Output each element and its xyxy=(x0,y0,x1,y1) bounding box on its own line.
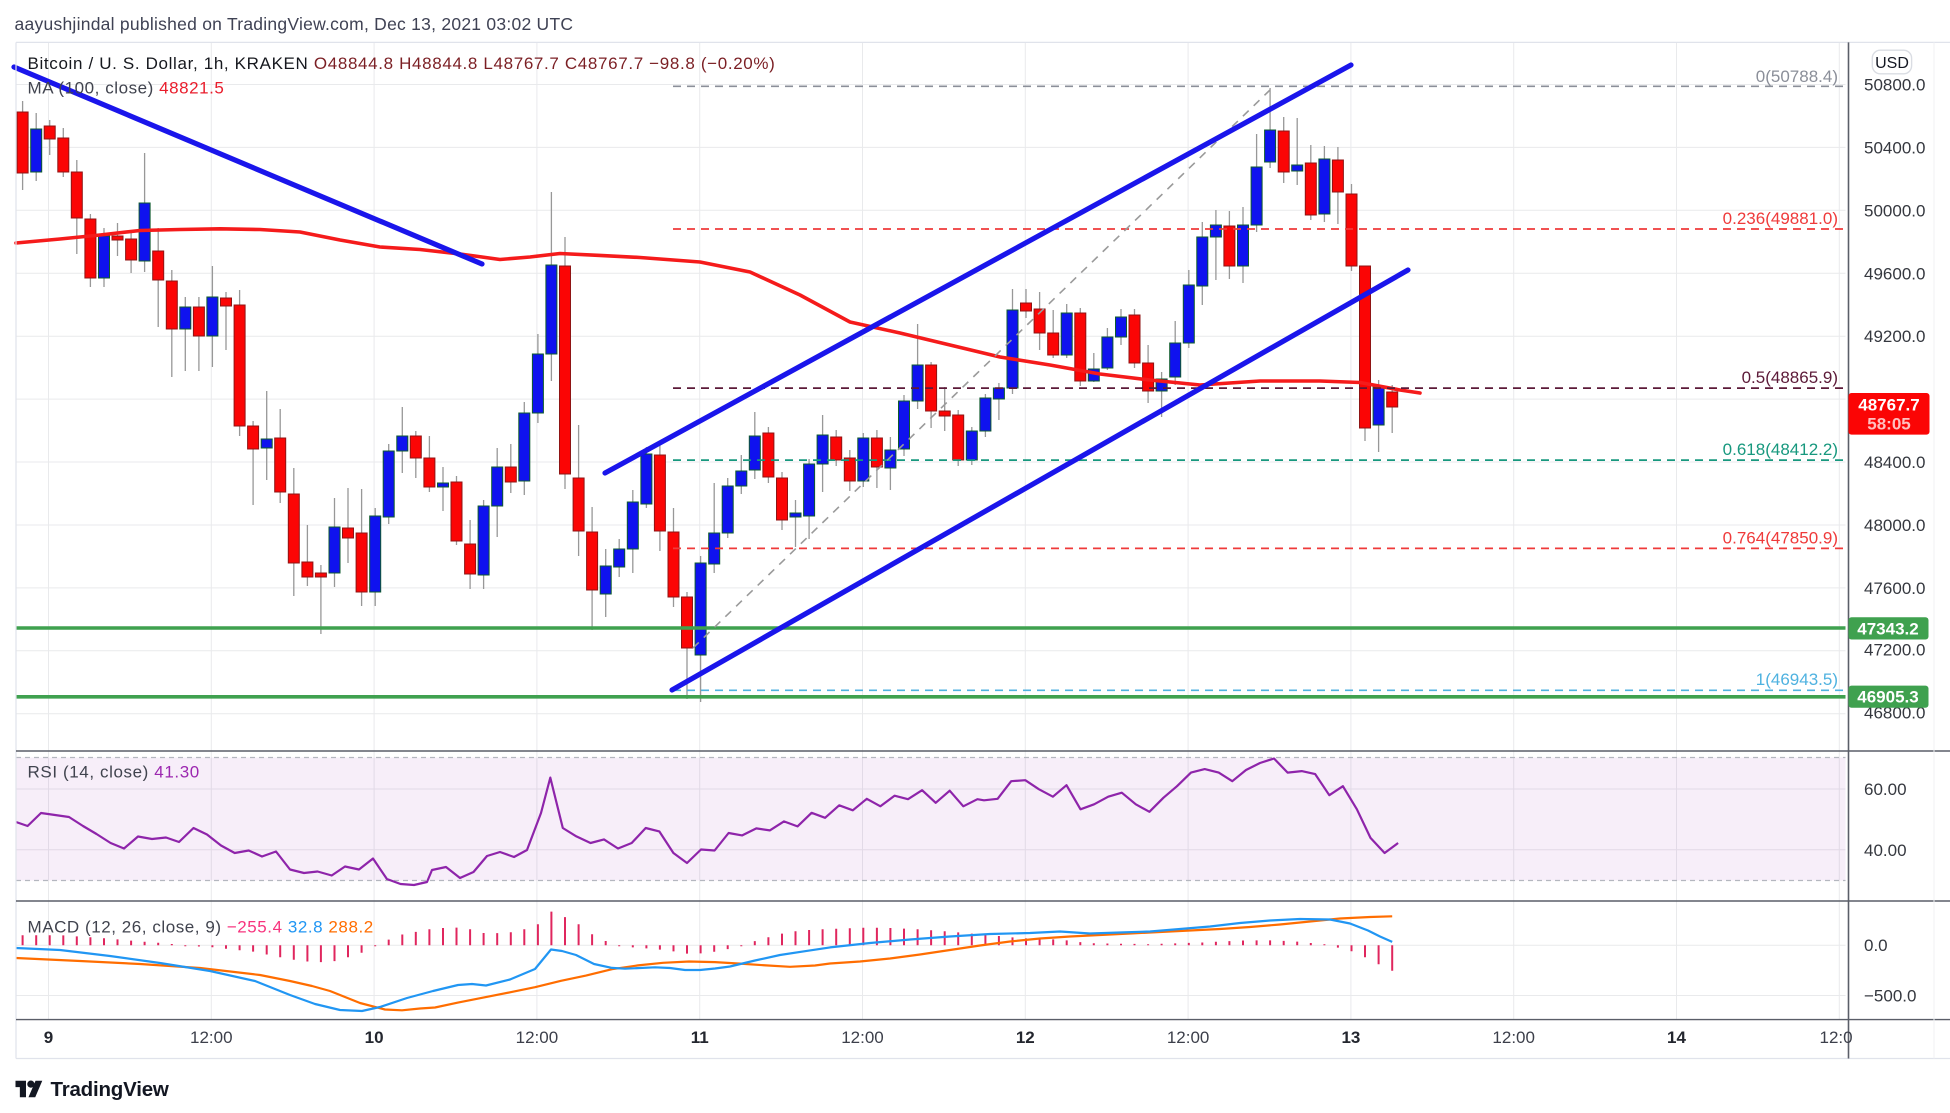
svg-text:50400.0: 50400.0 xyxy=(1864,138,1925,157)
svg-text:46800.0: 46800.0 xyxy=(1864,704,1925,723)
svg-text:aayushjindal published on Trad: aayushjindal published on TradingView.co… xyxy=(15,14,574,34)
svg-text:0.618(48412.2): 0.618(48412.2) xyxy=(1723,440,1838,459)
svg-text:48400.0: 48400.0 xyxy=(1864,453,1925,472)
svg-text:Bitcoin / U. S. Dollar, 1h, KR: Bitcoin / U. S. Dollar, 1h, KRAKEN O4884… xyxy=(28,54,776,73)
svg-text:50000.0: 50000.0 xyxy=(1864,201,1925,220)
svg-text:12:00: 12:00 xyxy=(516,1028,559,1047)
svg-text:MA (100, close) 48821.5: MA (100, close) 48821.5 xyxy=(28,79,225,98)
svg-text:48000.0: 48000.0 xyxy=(1864,516,1925,535)
svg-text:40.00: 40.00 xyxy=(1864,841,1907,860)
svg-text:MACD (12, 26, close, 9) −255.: MACD (12, 26, close, 9) −255.4 32.8 288.… xyxy=(28,918,374,937)
svg-text:12:00: 12:00 xyxy=(190,1028,233,1047)
svg-text:49200.0: 49200.0 xyxy=(1864,327,1925,346)
svg-text:−500.0: −500.0 xyxy=(1864,987,1916,1006)
svg-text:0.764(47850.9): 0.764(47850.9) xyxy=(1723,529,1838,548)
svg-text:0(50788.4): 0(50788.4) xyxy=(1756,67,1838,86)
svg-text:RSI (14, close) 41.30: RSI (14, close) 41.30 xyxy=(28,763,200,782)
svg-text:9: 9 xyxy=(44,1028,53,1047)
svg-text:TradingView: TradingView xyxy=(51,1078,169,1101)
svg-text:12:00: 12:00 xyxy=(1167,1028,1210,1047)
svg-text:46905.3: 46905.3 xyxy=(1857,688,1918,707)
svg-text:47600.0: 47600.0 xyxy=(1864,579,1925,598)
svg-text:0.5(48865.9): 0.5(48865.9) xyxy=(1742,368,1838,387)
svg-text:12:00: 12:00 xyxy=(1492,1028,1535,1047)
svg-text:50800.0: 50800.0 xyxy=(1864,76,1925,95)
svg-text:10: 10 xyxy=(365,1028,384,1047)
svg-text:11: 11 xyxy=(691,1028,709,1047)
svg-text:12: 12 xyxy=(1016,1028,1035,1047)
svg-text:1(46943.5): 1(46943.5) xyxy=(1756,670,1838,689)
svg-text:0.236(49881.0): 0.236(49881.0) xyxy=(1723,209,1838,228)
svg-text:12:00: 12:00 xyxy=(841,1028,884,1047)
svg-text:47343.2: 47343.2 xyxy=(1857,619,1918,638)
svg-text:USD: USD xyxy=(1875,55,1909,72)
svg-text:47200.0: 47200.0 xyxy=(1864,641,1925,660)
svg-text:58:05: 58:05 xyxy=(1867,415,1910,434)
svg-text:12:0: 12:0 xyxy=(1820,1028,1853,1047)
svg-text:60.00: 60.00 xyxy=(1864,780,1907,799)
svg-text:49600.0: 49600.0 xyxy=(1864,264,1925,283)
svg-text:48767.7: 48767.7 xyxy=(1858,396,1919,415)
svg-text:14: 14 xyxy=(1667,1028,1686,1047)
svg-text:0.0: 0.0 xyxy=(1864,936,1888,955)
svg-text:13: 13 xyxy=(1341,1028,1360,1047)
